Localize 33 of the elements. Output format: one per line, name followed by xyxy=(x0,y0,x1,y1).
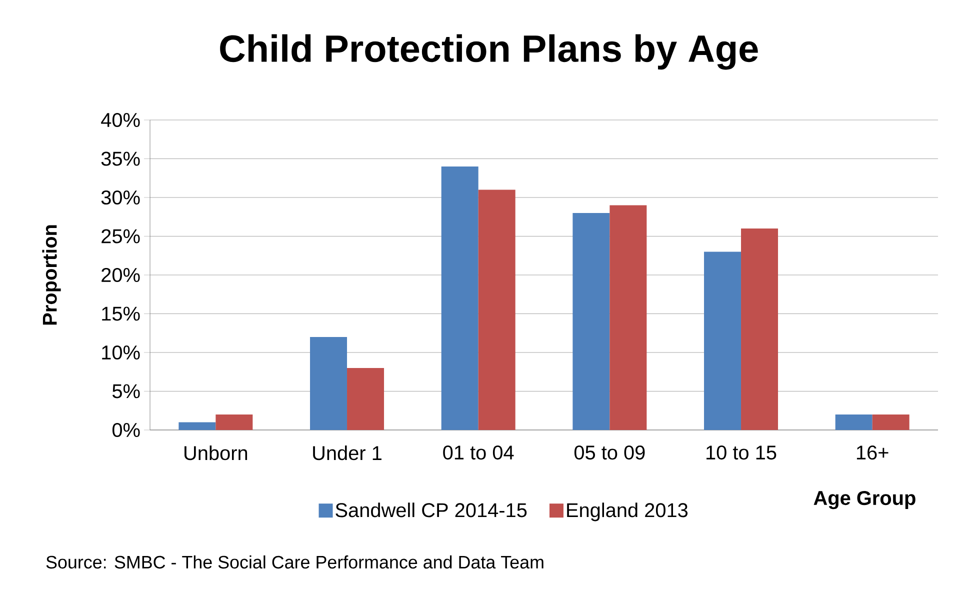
y-tick-label: 35% xyxy=(101,152,140,166)
bar xyxy=(610,205,647,430)
bar xyxy=(872,414,910,430)
y-tick-label: 25% xyxy=(102,229,140,244)
bar xyxy=(478,190,516,430)
x-tick-label: 05 to 09 xyxy=(574,446,645,460)
x-tick-label: Under 1 xyxy=(313,446,382,460)
legend-label: Sandwell CP 2014-15 xyxy=(336,502,527,518)
y-tick-label: 15% xyxy=(102,306,140,321)
y-tick-label: 20% xyxy=(102,268,140,282)
y-tick-label: 5% xyxy=(112,384,140,398)
bar xyxy=(310,336,348,430)
x-tick-label: 01 to 04 xyxy=(443,446,514,460)
x-axis-title: Age Group xyxy=(814,490,916,510)
y-axis-title: Proportion xyxy=(42,225,61,325)
bar xyxy=(835,414,872,430)
y-tick-label: 40% xyxy=(101,112,140,128)
y-tick-label: 0% xyxy=(112,422,140,438)
chart-title: Child Protection Plans by Age xyxy=(220,34,758,70)
x-tick-label: Unborn xyxy=(184,446,248,460)
y-tick-label: 30% xyxy=(101,190,140,205)
bar xyxy=(441,166,478,430)
y-tick-label: 10% xyxy=(102,345,140,360)
bar xyxy=(572,212,610,430)
x-tick-label: 16+ xyxy=(856,446,888,460)
x-tick-label: 10 to 15 xyxy=(706,446,776,460)
source-note: Source: SMBC - The Social Care Performance and Data Team xyxy=(46,555,544,569)
bar xyxy=(216,414,253,430)
bar xyxy=(347,368,384,430)
bar xyxy=(704,252,742,430)
legend-label: England 2013 xyxy=(567,502,688,522)
bar xyxy=(741,228,778,430)
bar xyxy=(178,422,216,430)
